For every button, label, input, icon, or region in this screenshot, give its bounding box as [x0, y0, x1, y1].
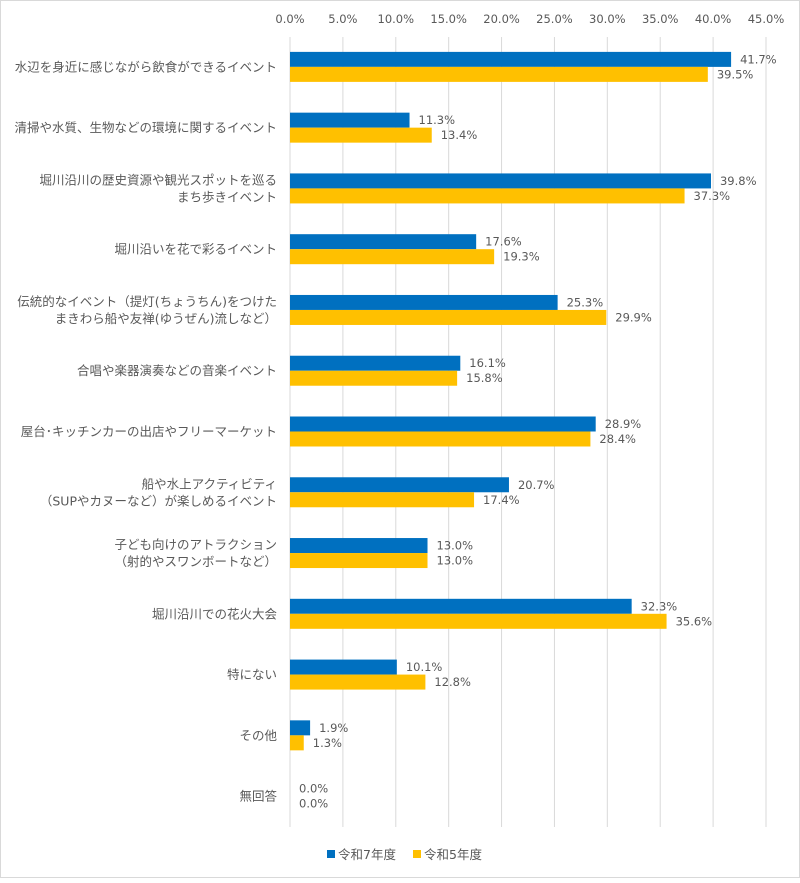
data-label: 41.7% [740, 52, 777, 66]
bar-r5 [290, 66, 708, 82]
data-label: 17.6% [485, 235, 522, 249]
x-tick-label: 35.0% [642, 12, 679, 26]
data-label: 32.3% [641, 599, 678, 613]
x-tick-label: 25.0% [536, 12, 573, 26]
data-label: 11.3% [419, 113, 456, 127]
category-label: その他 [239, 728, 277, 743]
category-label: （SUPやカヌーなど）が楽しめるイベント [40, 493, 277, 508]
x-tick-label: 40.0% [695, 12, 732, 26]
category-label: 子ども向けのアトラクション [114, 537, 277, 552]
category-label: 水辺を身近に感じながら飲食ができるイベント [15, 59, 277, 74]
bar-r5 [290, 674, 426, 690]
x-tick-label: 10.0% [378, 12, 415, 26]
data-label: 13.0% [437, 554, 474, 568]
x-tick-label: 5.0% [328, 12, 357, 26]
data-label: 39.5% [717, 67, 754, 81]
data-label: 28.9% [605, 417, 642, 431]
data-label: 12.8% [434, 675, 471, 689]
data-label: 0.0% [299, 782, 328, 796]
bar-r5 [290, 735, 304, 751]
bar-r7 [290, 234, 477, 250]
x-tick-label: 15.0% [430, 12, 467, 26]
category-label: 船や水上アクティビティ [142, 476, 277, 491]
category-label: 堀川沿いを花で彩るイベント [114, 242, 277, 257]
category-label: 堀川沿川での花火大会 [152, 606, 278, 621]
legend-swatch [327, 850, 335, 858]
bar-r7 [290, 477, 509, 493]
bar-r5 [290, 127, 432, 143]
legend-label: 令和5年度 [424, 847, 482, 862]
x-tick-label: 0.0% [275, 12, 304, 26]
bar-r7 [290, 598, 632, 614]
category-label: 合唱や楽器演奏などの音楽イベント [77, 363, 277, 378]
bar-r7 [290, 355, 461, 371]
data-label: 17.4% [483, 493, 520, 507]
bar-r7 [290, 659, 397, 675]
bar-r5 [290, 553, 428, 569]
data-label: 0.0% [299, 797, 328, 811]
data-label: 25.3% [567, 295, 604, 309]
data-label: 13.0% [437, 539, 474, 553]
category-label: 特にない [227, 667, 277, 682]
bar-r7 [290, 294, 558, 310]
bar-r7 [290, 538, 428, 554]
data-label: 1.3% [313, 736, 342, 750]
legend-swatch [413, 850, 421, 858]
bar-r5 [290, 492, 475, 508]
category-label: 堀川沿川の歴史資源や観光スポットを巡る [39, 172, 277, 187]
bar-r7 [290, 173, 711, 189]
data-label: 29.9% [615, 310, 652, 324]
category-label: まきわら船や友禅(ゆうぜん)流しなど） [55, 311, 277, 326]
bar-r7 [290, 112, 410, 128]
data-label: 19.3% [503, 250, 540, 264]
bar-r5 [290, 431, 591, 447]
data-label: 10.1% [406, 660, 443, 674]
data-label: 37.3% [694, 189, 731, 203]
category-label: まち歩きイベント [177, 189, 277, 204]
x-tick-label: 30.0% [589, 12, 626, 26]
bar-r7 [290, 51, 732, 67]
bar-r5 [290, 613, 667, 629]
bar-r5 [290, 370, 458, 386]
category-label: 伝統的なイベント（提灯(ちょうちん)をつけた [17, 294, 277, 309]
legend-label: 令和7年度 [338, 847, 396, 862]
bar-r7 [290, 416, 596, 432]
bar-r7 [290, 720, 311, 736]
data-label: 1.9% [319, 721, 348, 735]
data-label: 35.6% [676, 614, 713, 628]
data-label: 15.8% [466, 371, 503, 385]
bar-r5 [290, 249, 495, 265]
data-label: 16.1% [469, 356, 506, 370]
category-label: 無回答 [239, 789, 277, 804]
bar-r5 [290, 188, 685, 204]
x-tick-label: 20.0% [483, 12, 520, 26]
category-label: （射的やスワンボートなど） [114, 554, 277, 569]
category-label: 清掃や水質、生物などの環境に関するイベント [14, 120, 277, 135]
data-label: 13.4% [441, 128, 478, 142]
x-tick-label: 45.0% [748, 12, 785, 26]
data-label: 39.8% [720, 174, 757, 188]
bar-r5 [290, 309, 607, 325]
category-label: 屋台･キッチンカーの出店やフリーマーケット [21, 424, 277, 439]
data-label: 28.4% [599, 432, 636, 446]
data-label: 20.7% [518, 478, 555, 492]
